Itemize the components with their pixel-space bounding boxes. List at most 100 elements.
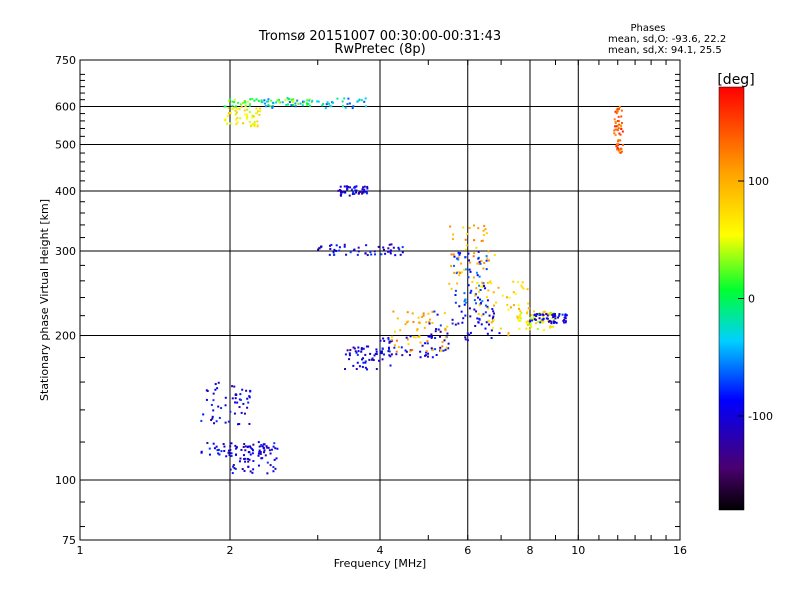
data-point bbox=[431, 310, 434, 313]
data-point bbox=[617, 115, 620, 118]
data-point bbox=[548, 313, 551, 316]
data-point bbox=[226, 115, 229, 118]
data-point bbox=[390, 338, 393, 341]
data-point bbox=[389, 249, 392, 252]
data-point bbox=[444, 348, 447, 351]
data-point bbox=[613, 118, 616, 121]
data-point bbox=[346, 349, 349, 352]
data-point bbox=[248, 445, 251, 448]
data-point bbox=[240, 448, 243, 451]
data-point bbox=[475, 271, 478, 274]
data-point bbox=[290, 104, 293, 107]
data-point bbox=[380, 253, 383, 256]
y-tick-label: 75 bbox=[62, 534, 76, 547]
data-point bbox=[290, 98, 293, 101]
data-point bbox=[294, 105, 297, 108]
data-point bbox=[388, 350, 391, 353]
data-point bbox=[217, 448, 220, 451]
data-point bbox=[401, 354, 404, 357]
data-point bbox=[238, 107, 241, 110]
data-point bbox=[414, 336, 417, 339]
data-point bbox=[488, 314, 491, 317]
data-point bbox=[469, 331, 472, 334]
data-point bbox=[527, 302, 530, 305]
data-point bbox=[392, 310, 395, 313]
data-point bbox=[617, 140, 620, 143]
data-point bbox=[271, 105, 274, 108]
data-point bbox=[613, 129, 616, 132]
data-point bbox=[477, 250, 480, 253]
data-point bbox=[475, 287, 478, 290]
data-point bbox=[244, 449, 247, 452]
data-point bbox=[263, 449, 266, 452]
data-point bbox=[245, 389, 248, 392]
data-point bbox=[619, 151, 622, 154]
data-point bbox=[231, 472, 234, 475]
data-point bbox=[548, 326, 551, 329]
data-point bbox=[378, 359, 381, 362]
data-point bbox=[461, 321, 464, 324]
data-point bbox=[340, 192, 343, 195]
data-point bbox=[231, 104, 234, 107]
data-point bbox=[428, 320, 431, 323]
data-point bbox=[516, 315, 519, 318]
data-point bbox=[492, 318, 495, 321]
data-point bbox=[382, 248, 385, 251]
data-point bbox=[344, 191, 347, 194]
data-point bbox=[506, 303, 509, 306]
data-point bbox=[351, 192, 354, 195]
data-point bbox=[347, 185, 350, 188]
data-point bbox=[498, 332, 501, 335]
data-point bbox=[550, 320, 553, 323]
data-point bbox=[248, 422, 251, 425]
data-point bbox=[477, 257, 480, 260]
data-point bbox=[328, 102, 331, 105]
data-point bbox=[490, 282, 493, 285]
data-point bbox=[269, 105, 272, 108]
data-point bbox=[621, 144, 624, 147]
data-point bbox=[408, 354, 411, 357]
data-point bbox=[455, 272, 458, 275]
data-point bbox=[338, 246, 341, 249]
data-point bbox=[512, 291, 515, 294]
data-point bbox=[475, 302, 478, 305]
x-axis-label: Frequency [MHz] bbox=[334, 557, 426, 570]
data-point bbox=[248, 396, 251, 399]
data-point bbox=[353, 347, 356, 350]
data-point bbox=[620, 115, 623, 118]
data-point bbox=[364, 360, 367, 363]
data-point bbox=[245, 117, 248, 120]
data-point bbox=[247, 401, 250, 404]
data-point bbox=[478, 260, 481, 263]
data-point bbox=[525, 320, 528, 323]
data-point bbox=[474, 294, 477, 297]
data-point bbox=[389, 364, 392, 367]
data-point bbox=[617, 120, 620, 123]
data-point bbox=[538, 317, 541, 320]
data-point bbox=[273, 442, 276, 445]
data-point bbox=[229, 112, 232, 115]
data-point bbox=[536, 320, 539, 323]
data-point bbox=[430, 347, 433, 350]
data-point bbox=[326, 101, 329, 104]
data-point bbox=[615, 125, 618, 128]
data-point bbox=[424, 342, 427, 345]
phase-stats-x: mean, sd,X: 94.1, 25.5 bbox=[608, 45, 722, 56]
data-point bbox=[341, 105, 344, 108]
data-point bbox=[217, 381, 220, 384]
data-point bbox=[430, 336, 433, 339]
data-point bbox=[308, 104, 311, 107]
data-point bbox=[230, 454, 233, 457]
data-point bbox=[468, 268, 471, 271]
data-point bbox=[341, 190, 344, 193]
data-point bbox=[387, 337, 390, 340]
data-point bbox=[307, 103, 310, 106]
data-point bbox=[558, 313, 561, 316]
data-point bbox=[234, 393, 237, 396]
data-point bbox=[239, 398, 242, 401]
data-point bbox=[434, 348, 437, 351]
data-point bbox=[436, 313, 439, 316]
data-point bbox=[488, 323, 491, 326]
data-point bbox=[258, 107, 261, 110]
data-point bbox=[465, 268, 468, 271]
